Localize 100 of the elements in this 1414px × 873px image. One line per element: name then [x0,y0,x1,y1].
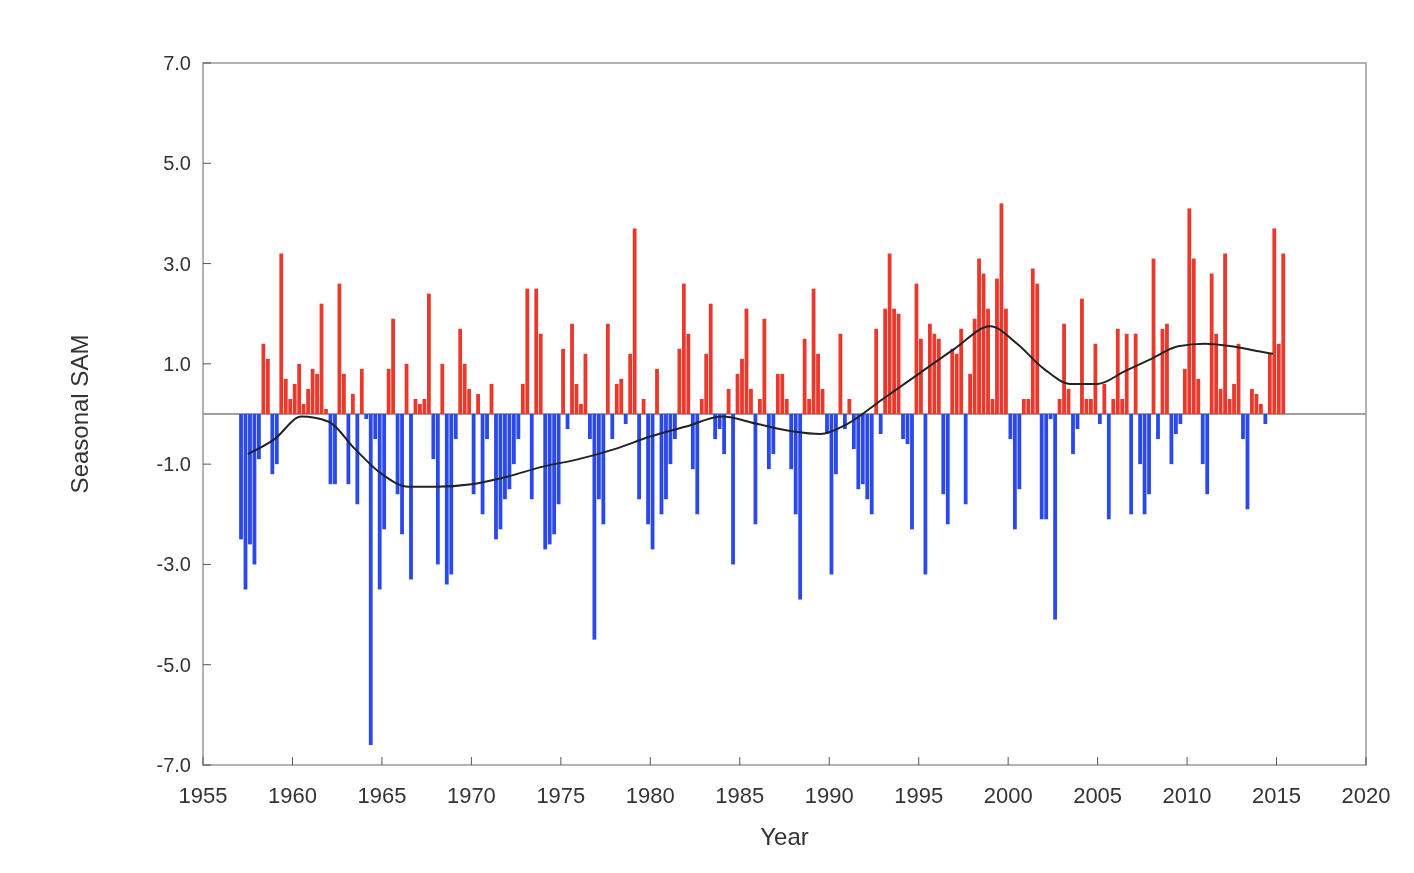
bar [847,398,852,414]
y-tick-label: 1.0 [163,352,191,375]
x-tick-label: 1965 [357,783,407,808]
bar [1039,414,1044,520]
bar [780,373,785,414]
bar [713,414,718,440]
bar [529,414,534,500]
x-tick-label: 2010 [1162,783,1212,808]
x-axis-title: Year [760,823,809,850]
bar [945,414,950,525]
bar [543,414,548,550]
bar [1071,414,1075,455]
x-tick-label: 1955 [178,783,228,808]
bar [1080,298,1084,414]
y-axis-title: Seasonal SAM [66,334,93,494]
bar [977,258,981,414]
bar [731,414,735,565]
bar [1263,414,1268,425]
bar [435,414,440,565]
bar [409,414,413,580]
y-tick-label: 7.0 [163,52,191,74]
y-tick-label: -1.0 [156,453,191,476]
bar [1209,273,1214,414]
bar [959,328,964,414]
bar [1021,398,1026,414]
bar [1133,333,1138,414]
x-tick-label: 1985 [715,783,765,808]
bar [440,363,445,414]
x-tick-label: 1995 [894,783,944,808]
bar [426,293,431,414]
y-tick-label: -7.0 [156,754,191,776]
bar [444,414,449,585]
bar [910,414,914,530]
bar [561,348,565,414]
bar [346,414,351,485]
bar [874,328,879,414]
bar [261,343,266,414]
bar [1165,323,1169,414]
bar [592,414,597,640]
bar [1281,253,1286,414]
bar [391,318,396,414]
x-tick-label: 2020 [1341,783,1391,808]
bar [1093,343,1098,414]
y-tick-label: 3.0 [163,252,191,275]
bar [695,414,700,515]
y-tick-label: -5.0 [156,653,191,676]
bar [1102,383,1107,414]
bar [775,373,780,414]
bar [377,414,382,590]
bar [614,383,619,414]
bar [355,414,360,505]
bar [878,414,883,435]
bar [1187,208,1192,414]
bar [1106,414,1111,520]
bar [1053,414,1058,620]
bar [605,323,610,414]
bar [936,338,941,414]
bar [901,414,905,440]
bar [547,414,552,545]
x-tick-label: 2005 [1073,783,1123,808]
bar [655,368,659,414]
bar [637,414,642,500]
bar [1250,388,1254,414]
bar [766,414,771,470]
bar [601,414,606,525]
bar [1030,268,1035,414]
bar [1044,414,1049,520]
bar [1129,414,1134,515]
bar [1124,333,1129,414]
x-tick-label: 2000 [983,783,1033,808]
bar [525,288,530,414]
bar [350,393,355,414]
bar [570,323,574,414]
x-tick-label: 2015 [1252,783,1302,808]
x-tick-label: 1975 [536,783,586,808]
bar [368,414,373,745]
bar [856,414,861,490]
bar [632,228,637,414]
bar [963,414,968,505]
bar [950,348,955,414]
bar [359,368,364,414]
bar [1012,414,1017,530]
bar [619,378,624,414]
bar [297,363,302,414]
bar [681,283,686,414]
x-tick-label: 1970 [446,783,496,808]
bar [1062,323,1066,414]
bar [458,328,463,414]
bar [927,323,932,414]
bar [610,414,615,440]
x-tick-label: 1980 [625,783,675,808]
bar [1156,414,1160,440]
bar [476,393,480,414]
bar [1272,228,1277,414]
bar [1223,253,1227,414]
bar [1097,414,1102,425]
line-series [246,325,1274,488]
x-tick-label: 1960 [267,783,317,808]
bar [722,414,727,455]
bar [869,414,874,515]
